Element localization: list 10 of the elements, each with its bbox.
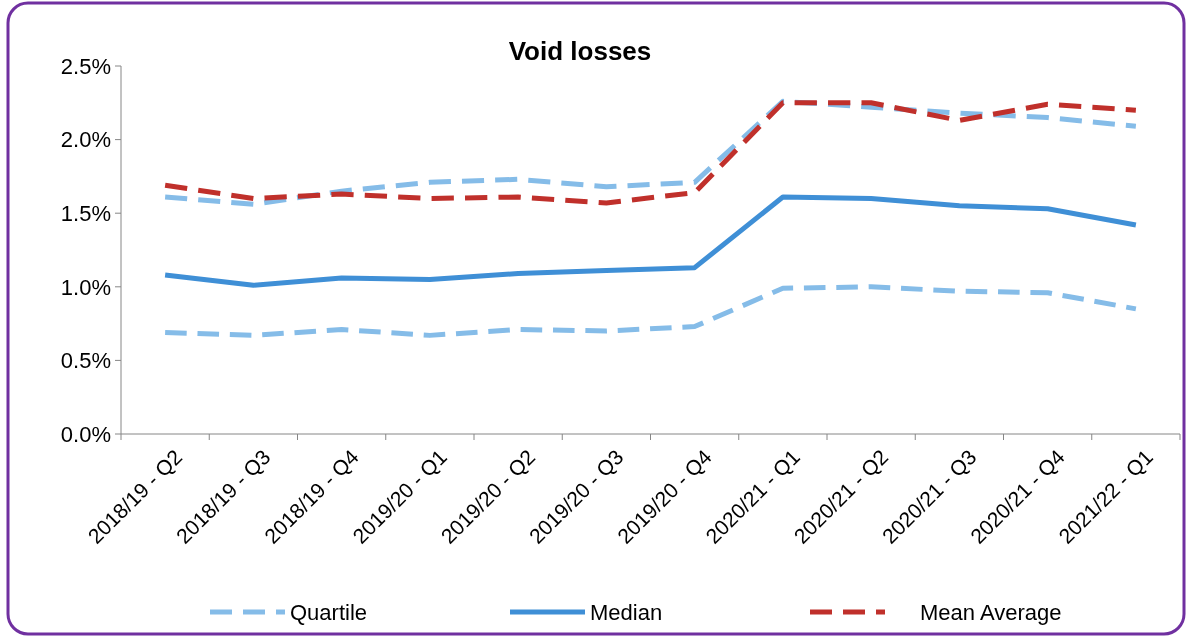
y-tick-label: 0.0% xyxy=(60,421,111,447)
legend-label: Quartile xyxy=(290,599,368,625)
chart-title: Void losses xyxy=(508,36,652,66)
y-tick-label: 1.5% xyxy=(60,200,111,226)
y-tick-label: 0.5% xyxy=(60,348,111,374)
y-tick-label: 1.0% xyxy=(60,274,111,300)
y-tick-label: 2.5% xyxy=(60,53,111,79)
legend-label: Mean Average xyxy=(920,599,1062,625)
y-tick-label: 2.0% xyxy=(60,127,111,153)
legend-label: Median xyxy=(590,599,663,625)
